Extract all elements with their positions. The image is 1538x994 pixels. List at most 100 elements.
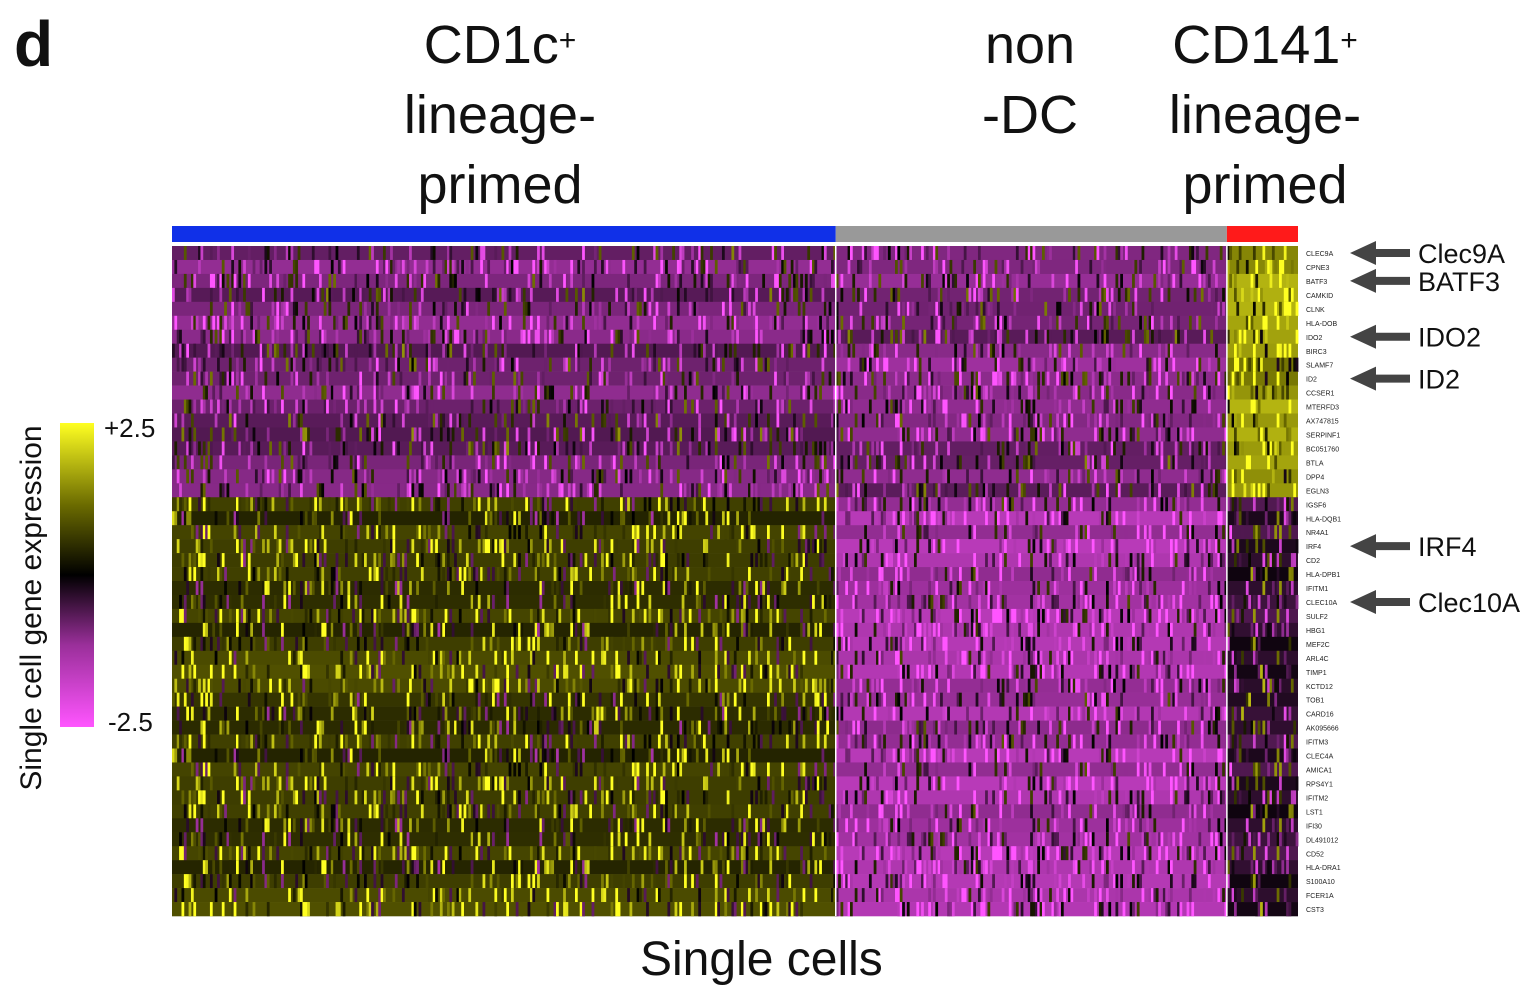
cell-mark bbox=[812, 273, 815, 289]
cell-mark bbox=[831, 259, 834, 275]
cell-mark bbox=[1191, 525, 1195, 540]
cell-mark bbox=[368, 315, 372, 331]
cell-mark bbox=[610, 581, 614, 596]
cell-mark bbox=[1290, 287, 1294, 303]
cell-mark bbox=[1274, 455, 1278, 470]
cell-mark bbox=[295, 469, 299, 484]
cell-mark bbox=[359, 664, 363, 680]
cell-mark bbox=[1068, 287, 1071, 303]
cell-mark bbox=[944, 413, 948, 428]
cell-mark bbox=[902, 511, 905, 526]
cell-mark bbox=[883, 511, 886, 526]
cell-mark bbox=[1207, 678, 1211, 693]
cell-mark bbox=[1248, 357, 1251, 372]
cell-mark bbox=[615, 329, 619, 345]
cell-mark bbox=[330, 287, 334, 303]
cell-mark bbox=[973, 315, 977, 331]
cell-mark bbox=[1184, 706, 1187, 721]
cell-mark bbox=[1158, 469, 1161, 484]
cell-mark bbox=[816, 483, 820, 498]
cell-mark bbox=[866, 357, 870, 372]
cell-mark bbox=[916, 483, 920, 498]
cell-mark bbox=[172, 343, 175, 358]
cell-mark bbox=[1065, 273, 1069, 289]
cell-mark bbox=[776, 664, 780, 680]
cell-mark bbox=[420, 692, 424, 707]
cell-mark bbox=[1030, 287, 1033, 303]
cell-mark bbox=[292, 301, 296, 317]
cell-mark bbox=[190, 273, 194, 289]
cell-mark bbox=[693, 497, 697, 512]
cell-mark bbox=[271, 329, 275, 345]
cell-mark bbox=[688, 301, 692, 317]
heat-cell-BIRC3-cd141 bbox=[1226, 343, 1298, 358]
cell-mark bbox=[627, 650, 630, 666]
cell-mark bbox=[601, 511, 604, 526]
cell-mark bbox=[1293, 357, 1297, 372]
cell-mark bbox=[1212, 650, 1216, 666]
cell-mark bbox=[330, 259, 334, 275]
cell-mark bbox=[570, 553, 574, 568]
cell-mark bbox=[890, 399, 894, 414]
cell-mark bbox=[406, 343, 410, 358]
cell-mark bbox=[759, 427, 763, 442]
cell-mark bbox=[506, 594, 510, 610]
cell-mark bbox=[1262, 720, 1266, 735]
cell-mark bbox=[494, 664, 498, 680]
cell-mark bbox=[565, 594, 569, 610]
cell-mark bbox=[1037, 664, 1041, 680]
cell-mark bbox=[776, 636, 780, 652]
cell-mark bbox=[300, 469, 303, 484]
cell-mark bbox=[1070, 371, 1074, 386]
cell-mark bbox=[1245, 692, 1249, 707]
cell-mark bbox=[257, 497, 261, 512]
cell-mark bbox=[513, 259, 517, 275]
cell-mark bbox=[809, 636, 813, 652]
cell-mark bbox=[866, 567, 870, 582]
cell-mark bbox=[845, 553, 848, 568]
cell-mark bbox=[1058, 636, 1062, 652]
cell-mark bbox=[724, 594, 728, 610]
cell-mark bbox=[1151, 539, 1154, 554]
cell-mark bbox=[601, 567, 604, 582]
cell-mark bbox=[947, 287, 950, 303]
cell-mark bbox=[1198, 315, 1202, 331]
cell-mark bbox=[636, 246, 640, 261]
cell-mark bbox=[973, 385, 977, 400]
cell-mark bbox=[657, 455, 661, 470]
cell-mark bbox=[529, 608, 533, 624]
cell-mark bbox=[482, 441, 486, 456]
cell-mark bbox=[1167, 343, 1171, 358]
cell-mark bbox=[963, 497, 967, 512]
cell-mark bbox=[771, 553, 775, 568]
cell-mark bbox=[1113, 525, 1116, 540]
cell-mark bbox=[667, 427, 671, 442]
cell-mark bbox=[1283, 343, 1287, 358]
cell-mark bbox=[899, 678, 903, 693]
cell-mark bbox=[982, 385, 986, 400]
cell-mark bbox=[947, 273, 950, 289]
cell-mark bbox=[465, 259, 469, 275]
cell-mark bbox=[1115, 413, 1119, 428]
cell-mark bbox=[1072, 301, 1076, 317]
cell-mark bbox=[826, 678, 830, 693]
cell-mark bbox=[1039, 413, 1043, 428]
cell-mark bbox=[513, 511, 517, 526]
cell-mark bbox=[1288, 287, 1292, 303]
cell-mark bbox=[1122, 511, 1126, 526]
cell-mark bbox=[425, 343, 429, 358]
cell-mark bbox=[1098, 608, 1102, 624]
cell-mark bbox=[556, 678, 559, 693]
cell-mark bbox=[876, 315, 879, 331]
cell-mark bbox=[499, 539, 502, 554]
cell-mark bbox=[515, 399, 519, 414]
cell-mark bbox=[748, 567, 751, 582]
cell-mark bbox=[849, 636, 853, 652]
cell-mark bbox=[496, 594, 500, 610]
cell-mark bbox=[819, 539, 822, 554]
cell-mark bbox=[802, 287, 806, 303]
cell-mark bbox=[489, 706, 493, 721]
cell-mark bbox=[679, 343, 683, 358]
cell-mark bbox=[717, 664, 720, 680]
cell-mark bbox=[1288, 567, 1292, 582]
